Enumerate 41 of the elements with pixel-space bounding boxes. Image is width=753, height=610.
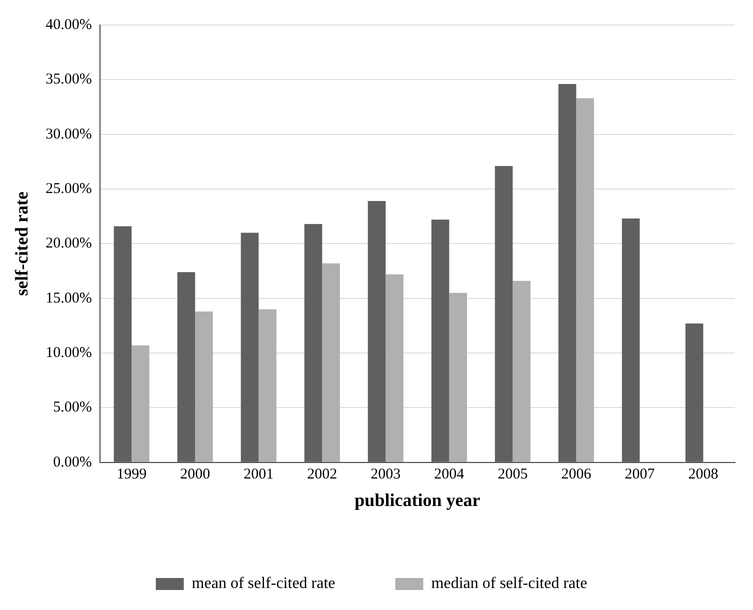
bar (386, 274, 404, 462)
y-tick-label: 15.00% (46, 290, 92, 306)
y-tick-label: 35.00% (46, 72, 92, 88)
bar (258, 309, 276, 462)
bar (558, 84, 576, 462)
y-tick-label: 5.00% (53, 400, 92, 416)
bar (494, 166, 513, 462)
bar (322, 263, 340, 462)
x-tick-label: 2004 (434, 466, 465, 482)
bar (622, 218, 640, 462)
x-tick-label: 1999 (116, 466, 147, 482)
x-tick-label: 2001 (244, 466, 274, 482)
y-tick-label: 30.00% (46, 126, 92, 142)
bar (132, 345, 150, 462)
legend-label: median of self-cited rate (431, 575, 588, 592)
y-tick-label: 40.00% (46, 16, 92, 33)
x-tick-label: 2005 (498, 466, 528, 482)
x-tick-label: 2000 (180, 466, 210, 482)
bar (114, 226, 132, 462)
x-axis-title: publication year (354, 490, 480, 510)
y-tick-label: 0.00% (53, 454, 92, 470)
x-tick-label: 2007 (624, 466, 656, 482)
bar (195, 311, 213, 462)
x-tick-label: 2003 (370, 466, 401, 482)
bar (576, 98, 594, 462)
x-tick-label: 2008 (688, 466, 718, 482)
legend-label: mean of self-cited rate (192, 575, 336, 592)
bar (431, 220, 450, 462)
bar (368, 201, 386, 462)
bar (512, 280, 530, 462)
bar (685, 324, 704, 462)
x-tick-label: 2002 (307, 466, 338, 482)
x-tick-label: 2006 (561, 466, 592, 482)
y-axis-title: self-cited rate (11, 191, 32, 296)
y-tick-label: 25.00% (46, 180, 92, 197)
bar (449, 292, 467, 462)
bar (304, 224, 322, 462)
bar (177, 272, 196, 462)
bar (240, 232, 259, 462)
y-tick-label: 20.00% (46, 236, 92, 252)
y-tick-label: 10.00% (46, 344, 92, 361)
